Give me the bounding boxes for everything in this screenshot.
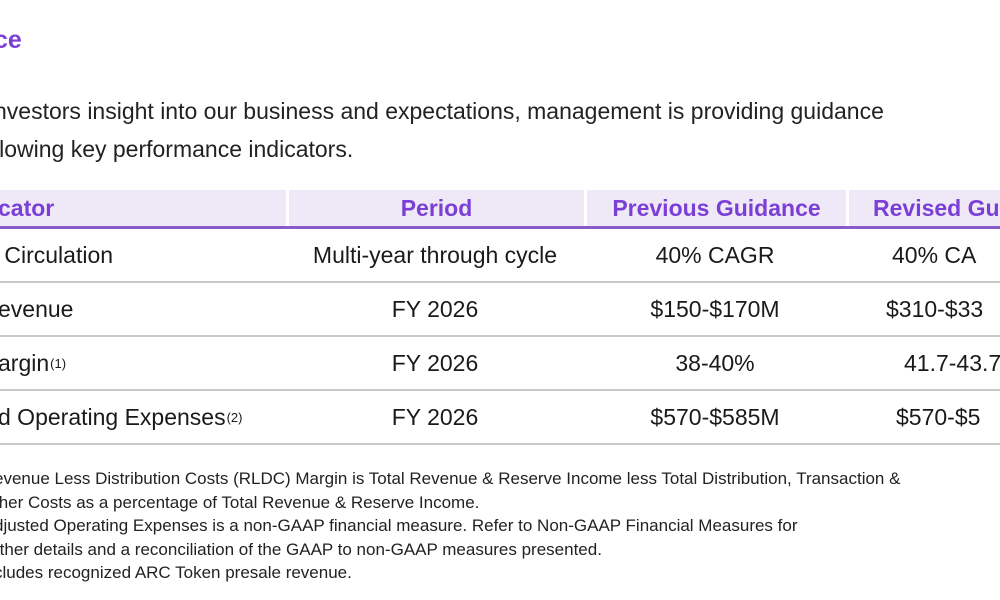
previous-guidance-cell: $150-$170M: [650, 295, 780, 322]
footnote-line: cludes recognized ARC Token presale reve…: [0, 563, 352, 582]
footnote-line: djusted Operating Expenses is a non-GAAP…: [0, 516, 798, 535]
indicator-cell: Circulation: [0, 229, 286, 281]
period-cell: FY 2026: [391, 295, 479, 322]
indicator-label: Circulation: [0, 241, 114, 268]
indicator-label: evenue: [0, 295, 74, 322]
revised-guidance-cell: 40% CA: [892, 241, 977, 268]
intro-paragraph: nvestors insight into our business and e…: [0, 92, 1000, 168]
table-header-row: cator Period Previous Guidance Revised G…: [0, 190, 1000, 229]
period-cell: FY 2026: [391, 349, 479, 376]
period-cell: Multi-year through cycle: [312, 241, 558, 268]
revised-guidance-cell: $570-$5: [896, 403, 981, 430]
header-previous-guidance: Previous Guidance: [584, 190, 846, 226]
indicator-cell: argin (1): [0, 337, 286, 389]
table-row: argin (1) FY 2026 38-40% 41.7-43.7: [0, 337, 1000, 391]
revised-guidance-cell: 41.7-43.7: [904, 349, 1000, 376]
table-row: evenue FY 2026 $150-$170M $310-$33: [0, 283, 1000, 337]
table-row: d Operating Expenses (2) FY 2026 $570-$58…: [0, 391, 1000, 445]
previous-guidance-cell: 40% CAGR: [655, 241, 775, 268]
indicator-label: d Operating Expenses: [0, 403, 226, 430]
footnote-line: evenue Less Distribution Costs (RLDC) Ma…: [0, 469, 901, 488]
footnote-line: rther details and a reconciliation of th…: [0, 539, 602, 559]
header-revised-guidance: Revised Gu: [846, 190, 1000, 226]
period-cell: FY 2026: [391, 403, 479, 430]
intro-line-1: nvestors insight into our business and e…: [0, 98, 884, 124]
footnotes: evenue Less Distribution Costs (RLDC) Ma…: [0, 467, 1000, 585]
revised-guidance-cell: $310-$33: [886, 295, 984, 322]
previous-guidance-cell: $570-$585M: [650, 403, 780, 430]
indicator-label: argin: [0, 349, 50, 376]
indicator-cell: d Operating Expenses (2): [0, 391, 286, 443]
guidance-table: cator Period Previous Guidance Revised G…: [0, 190, 1000, 445]
header-period: Period: [286, 190, 584, 226]
header-indicator: cator: [0, 194, 55, 221]
table-row: Circulation Multi-year through cycle 40%…: [0, 229, 1000, 283]
footnote-marker: (1): [50, 355, 67, 371]
footnote-line: ther Costs as a percentage of Total Reve…: [0, 492, 480, 512]
footnote-marker: (2): [226, 409, 243, 425]
indicator-cell: evenue: [0, 283, 286, 335]
previous-guidance-cell: 38-40%: [675, 349, 755, 376]
intro-line-2: llowing key performance indicators.: [0, 136, 354, 162]
section-heading: ce: [0, 26, 22, 54]
